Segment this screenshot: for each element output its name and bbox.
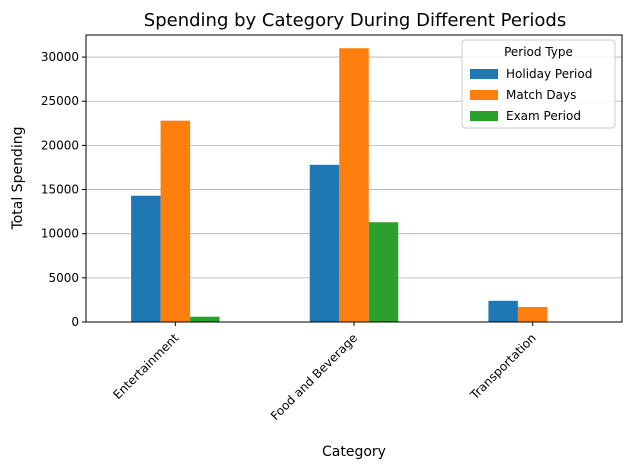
y-tick-label: 0: [71, 315, 79, 329]
x-axis: Entertainment Food and Beverage Transporta…: [110, 322, 539, 423]
bar-match-days-entertainment: [160, 120, 191, 322]
x-tick-label: Food and Beverage: [268, 331, 360, 423]
x-tick-label: Transportation: [467, 331, 539, 403]
y-axis: 0 5000 10000 15000 20000 25000 30000: [41, 50, 86, 329]
legend: Period Type Holiday Period Match Days Exam …: [461, 39, 616, 129]
legend-entry-label: Holiday Period: [506, 67, 592, 81]
legend-swatch: [470, 90, 498, 100]
y-tick-label: 15000: [41, 183, 79, 197]
bar-exam-period-food-and-beverage: [368, 222, 399, 322]
bar-holiday-period-transportation: [488, 300, 518, 322]
bar-exam-period-entertainment: [190, 316, 220, 322]
legend-entry-label: Exam Period: [506, 109, 581, 123]
y-tick-label: 25000: [41, 94, 79, 108]
y-tick-label: 5000: [48, 271, 79, 285]
x-axis-title: Category: [322, 444, 386, 460]
y-axis-title: Total Spending: [10, 127, 26, 231]
legend-entry-label: Match Days: [506, 88, 576, 102]
y-tick-label: 30000: [41, 50, 79, 64]
chart-title: Spending by Category During Different Pe…: [144, 10, 566, 31]
x-tick-label: Entertainment: [110, 331, 181, 402]
legend-swatch: [470, 69, 498, 79]
bar-holiday-period-entertainment: [131, 195, 161, 322]
bars: [131, 48, 548, 322]
legend-box: [461, 39, 616, 129]
bar-holiday-period-food-and-beverage: [309, 164, 340, 322]
y-tick-label: 10000: [41, 227, 79, 241]
bar-match-days-transportation: [517, 306, 548, 322]
y-tick-label: 20000: [41, 138, 79, 152]
legend-title: Period Type: [504, 45, 573, 59]
legend-swatch: [470, 111, 498, 121]
bar-match-days-food-and-beverage: [339, 48, 369, 322]
